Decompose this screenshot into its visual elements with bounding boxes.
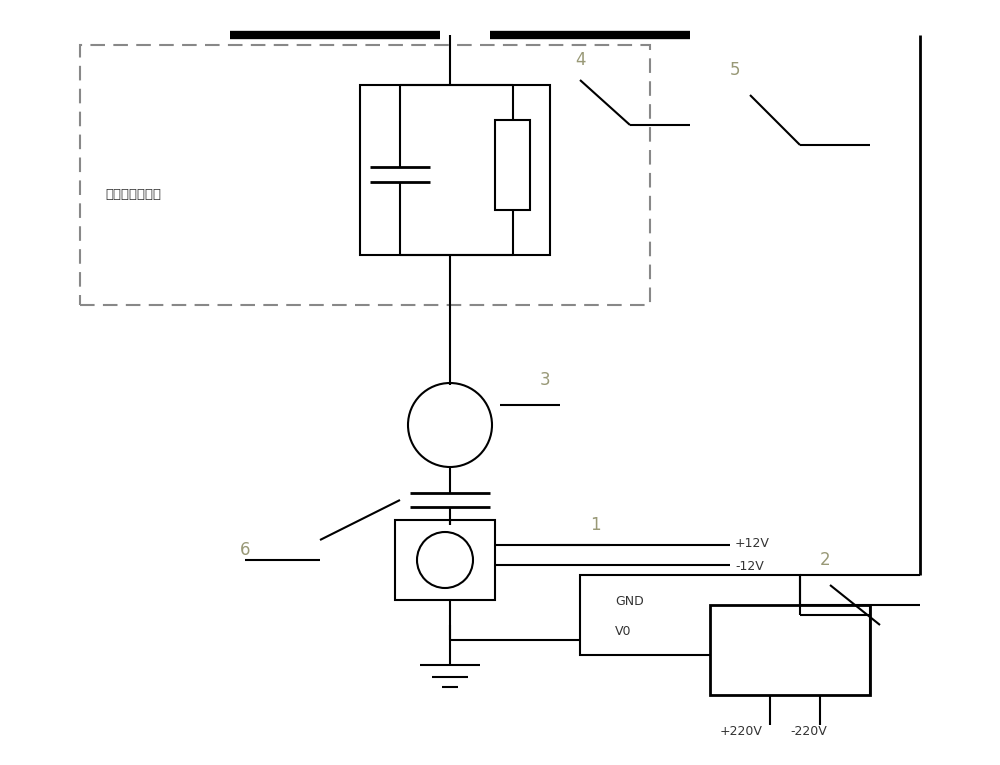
Text: +220V: +220V <box>720 725 763 738</box>
Bar <box>710 605 870 695</box>
Text: 避雷器等效电路: 避雷器等效电路 <box>105 188 161 201</box>
Text: 3: 3 <box>540 371 551 389</box>
Text: 6: 6 <box>240 541 250 559</box>
Bar <box>580 575 800 655</box>
Text: +12V: +12V <box>735 537 770 550</box>
Circle shape <box>408 383 492 467</box>
Text: 2: 2 <box>820 551 831 569</box>
Bar <box>360 85 550 255</box>
Text: -220V: -220V <box>790 725 827 738</box>
Text: V0: V0 <box>615 625 632 638</box>
Text: 4: 4 <box>575 51 586 69</box>
Text: 1: 1 <box>590 516 601 534</box>
Text: -12V: -12V <box>735 560 764 573</box>
Circle shape <box>417 532 473 588</box>
Text: 5: 5 <box>730 61 740 79</box>
Bar <box>80 45 650 305</box>
Bar <box>495 120 530 210</box>
Bar <box>395 520 495 600</box>
Text: GND: GND <box>615 595 644 608</box>
